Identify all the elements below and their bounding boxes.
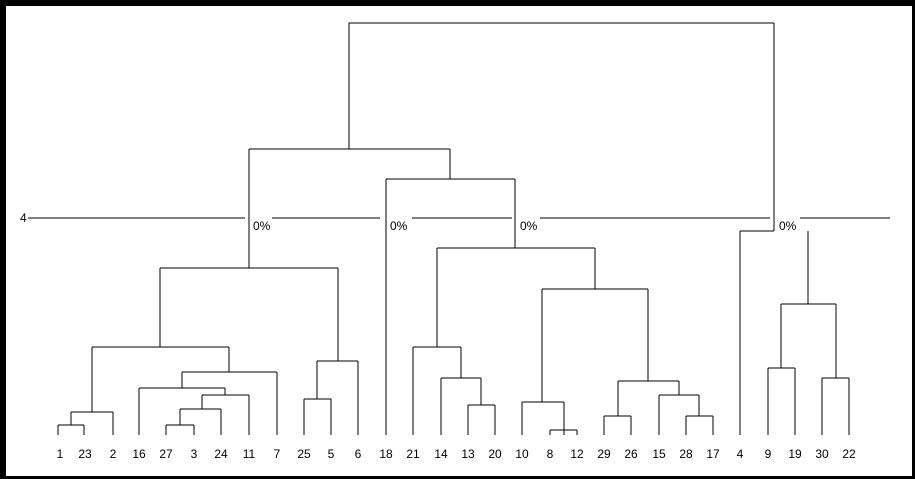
leaf-label-4: 4 <box>737 447 744 461</box>
leaf-label-23: 23 <box>78 447 92 461</box>
leaf-label-12: 12 <box>570 447 584 461</box>
percent-label-3: 0% <box>520 219 538 233</box>
percent-label-1: 0% <box>253 219 271 233</box>
leaf-label-25: 25 <box>297 447 311 461</box>
leaf-label-19: 19 <box>788 447 802 461</box>
leaf-label-21: 21 <box>406 447 420 461</box>
leaf-label-24: 24 <box>214 447 228 461</box>
reference-line-label: 4 <box>20 211 27 225</box>
leaf-label-16: 16 <box>132 447 146 461</box>
leaf-label-7: 7 <box>274 447 281 461</box>
dendrogram-branches <box>57 22 850 435</box>
percent-label-2: 0% <box>390 219 408 233</box>
leaf-label-2: 2 <box>110 447 117 461</box>
leaf-label-9: 9 <box>765 447 772 461</box>
leaf-label-1: 1 <box>57 447 64 461</box>
leaf-label-11: 11 <box>243 447 256 461</box>
percent-label-4: 0% <box>779 219 797 233</box>
leaf-label-29: 29 <box>597 447 611 461</box>
leaf-label-18: 18 <box>379 447 393 461</box>
leaf-label-10: 10 <box>515 447 529 461</box>
leaf-label-3: 3 <box>191 447 198 461</box>
leaf-labels: 1 23 2 16 27 3 24 11 7 25 5 6 18 21 14 13 20 10 8 12 29 26 15 2… <box>57 447 856 461</box>
leaf-label-8: 8 <box>547 447 554 461</box>
leaf-label-22: 22 <box>842 447 856 461</box>
leaf-label-6: 6 <box>355 447 362 461</box>
leaf-label-27: 27 <box>159 447 173 461</box>
leaf-label-15: 15 <box>652 447 666 461</box>
leaf-label-20: 20 <box>488 447 502 461</box>
leaf-label-28: 28 <box>679 447 693 461</box>
leaf-label-30: 30 <box>815 447 829 461</box>
leaf-label-13: 13 <box>461 447 475 461</box>
leaf-label-14: 14 <box>434 447 448 461</box>
leaf-label-26: 26 <box>624 447 638 461</box>
leaf-label-17: 17 <box>706 447 720 461</box>
leaf-label-5: 5 <box>328 447 335 461</box>
